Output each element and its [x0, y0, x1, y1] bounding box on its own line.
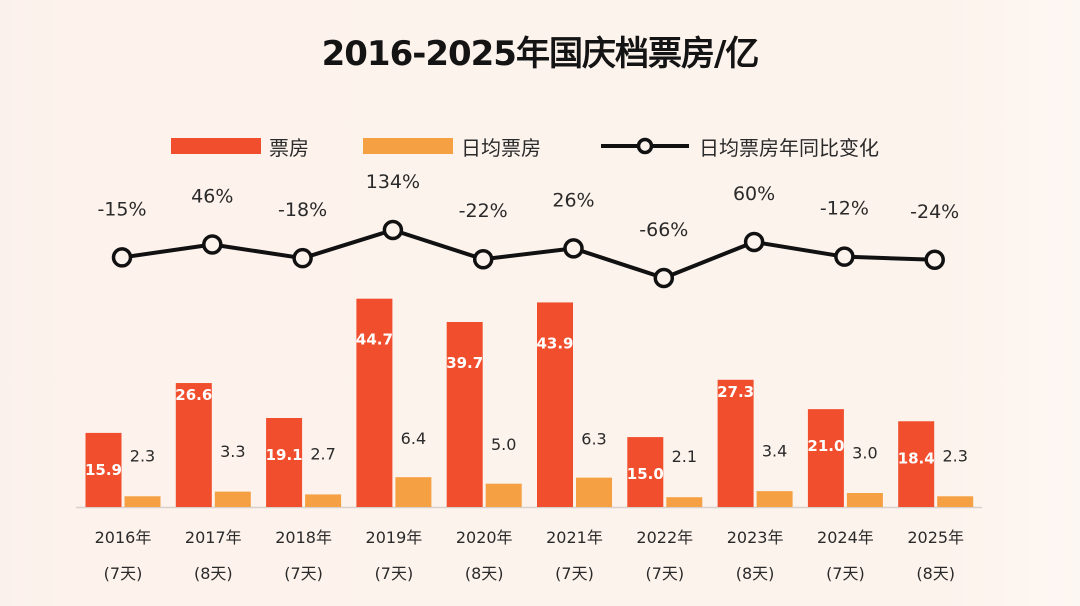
bar-label-box-office: 19.1 — [266, 446, 303, 464]
bar-box-office[interactable] — [175, 383, 212, 507]
yoy-point[interactable] — [834, 246, 855, 267]
x-tick-sublabel: (7天) — [104, 564, 143, 583]
bar-label-box-office: 21.0 — [807, 437, 844, 455]
yoy-label: 46% — [191, 185, 233, 207]
yoy-label: -12% — [820, 198, 869, 220]
bar-daily-avg[interactable] — [576, 477, 612, 507]
x-tick-sublabel: (7天) — [375, 564, 414, 583]
yoy-point[interactable] — [382, 219, 404, 241]
bar-label-daily-avg: 2.1 — [672, 447, 697, 466]
legend-swatch-box-office — [171, 138, 261, 154]
bar-label-daily-avg: 6.4 — [401, 429, 426, 448]
x-tick-label: 2022年 — [636, 528, 693, 547]
bar-label-box-office: 27.3 — [717, 383, 754, 401]
bar-box-office[interactable] — [356, 298, 393, 507]
bar-box-office[interactable] — [266, 417, 303, 507]
bar-label-box-office: 18.4 — [898, 449, 935, 467]
x-tick-sublabel: (7天) — [284, 564, 323, 583]
bar-box-office[interactable] — [898, 421, 935, 507]
yoy-label: 134% — [366, 171, 420, 193]
legend-line-marker-icon — [601, 137, 689, 155]
bar-box-office[interactable] — [446, 321, 483, 507]
x-tick-sublabel: (8天) — [736, 564, 775, 583]
yoy-label: -22% — [459, 200, 508, 222]
x-tick-label: 2023年 — [727, 528, 784, 547]
yoy-point[interactable] — [472, 248, 494, 270]
x-tick-label: 2019年 — [366, 528, 423, 547]
bar-daily-avg[interactable] — [395, 477, 432, 507]
bar-label-box-office: 15.9 — [85, 461, 122, 479]
legend-item-yoy-change[interactable]: 日均票房年同比变化 — [599, 131, 879, 161]
x-tick-label: 2024年 — [817, 528, 874, 547]
bar-label-box-office: 44.7 — [356, 331, 393, 349]
x-tick-label: 2017年 — [185, 528, 242, 547]
chart-title: 2016-2025年国庆档票房/亿 — [321, 34, 760, 74]
bar-daily-avg[interactable] — [124, 496, 161, 507]
bar-label-box-office: 15.0 — [627, 465, 664, 483]
bar-daily-avg[interactable] — [485, 483, 522, 507]
yoy-point[interactable] — [653, 267, 675, 289]
bar-label-daily-avg: 3.0 — [852, 443, 877, 462]
legend: 票房 日均票房 日均票房年同比变化 — [0, 131, 1080, 161]
yoy-label: -18% — [278, 199, 327, 221]
legend-label-box-office: 票房 — [269, 135, 309, 160]
bar-box-office[interactable] — [807, 409, 844, 507]
yoy-label: 26% — [552, 189, 594, 211]
bar-daily-avg[interactable] — [666, 497, 703, 507]
x-tick-sublabel: (8天) — [916, 564, 955, 583]
yoy-label: 60% — [733, 183, 775, 205]
bar-label-daily-avg: 2.3 — [130, 446, 155, 465]
bar-label-box-office: 43.9 — [536, 334, 573, 352]
yoy-point[interactable] — [563, 238, 584, 259]
bar-label-daily-avg: 6.3 — [581, 430, 606, 449]
bar-label-daily-avg: 2.7 — [310, 445, 335, 464]
yoy-label: -66% — [639, 219, 688, 241]
x-tick-label: 2016年 — [95, 528, 152, 547]
bar-box-office[interactable] — [85, 432, 122, 507]
yoy-point[interactable] — [743, 231, 765, 253]
bar-label-box-office: 26.6 — [175, 386, 212, 404]
bar-label-daily-avg: 3.3 — [220, 442, 245, 461]
yoy-point[interactable] — [924, 249, 945, 271]
x-tick-sublabel: (8天) — [465, 564, 504, 583]
yoy-point[interactable] — [292, 247, 313, 269]
legend-item-daily-avg[interactable]: 日均票房 — [363, 131, 541, 161]
legend-label-yoy-change: 日均票房年同比变化 — [699, 135, 879, 160]
bar-box-office[interactable] — [627, 437, 664, 507]
legend-label-daily-avg: 日均票房 — [461, 135, 541, 160]
x-tick-sublabel: (7天) — [826, 564, 865, 583]
x-tick-sublabel: (8天) — [194, 564, 233, 583]
x-tick-label: 2018年 — [275, 528, 332, 547]
bar-daily-avg[interactable] — [846, 493, 883, 507]
yoy-label: -15% — [97, 198, 146, 220]
x-tick-sublabel: (7天) — [555, 564, 594, 583]
bar-daily-avg[interactable] — [214, 491, 251, 507]
bar-box-office[interactable] — [717, 379, 754, 507]
yoy-line — [121, 228, 935, 280]
legend-swatch-daily-avg — [363, 138, 453, 154]
yoy-point[interactable] — [202, 234, 223, 255]
bar-label-box-office: 39.7 — [446, 354, 483, 372]
legend-item-box-office[interactable]: 票房 — [171, 131, 309, 161]
x-tick-label: 2020年 — [456, 528, 513, 547]
yoy-point[interactable] — [111, 247, 133, 268]
bar-daily-avg[interactable] — [937, 496, 974, 507]
bar-label-daily-avg: 5.0 — [491, 435, 516, 454]
bar-label-daily-avg: 2.3 — [942, 446, 967, 465]
x-tick-label: 2025年 — [907, 528, 964, 547]
bar-label-daily-avg: 3.4 — [762, 442, 787, 461]
x-tick-sublabel: (7天) — [645, 564, 684, 583]
bar-box-office[interactable] — [537, 302, 573, 507]
bar-daily-avg[interactable] — [305, 494, 342, 507]
bar-daily-avg[interactable] — [756, 491, 793, 507]
x-tick-label: 2021年 — [546, 528, 603, 547]
yoy-label: -24% — [910, 201, 959, 223]
